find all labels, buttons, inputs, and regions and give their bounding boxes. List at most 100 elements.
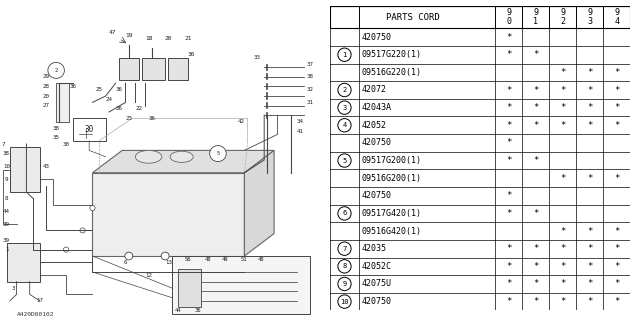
Text: PARTS CORD: PARTS CORD [386, 13, 440, 22]
Text: 29: 29 [43, 74, 50, 79]
Text: 2: 2 [54, 68, 58, 73]
Text: 8: 8 [5, 196, 8, 201]
Circle shape [338, 207, 351, 220]
Text: 42035: 42035 [362, 244, 387, 253]
Text: *: * [533, 121, 538, 130]
Text: 25: 25 [95, 87, 102, 92]
Text: 21: 21 [184, 36, 192, 41]
Text: 17: 17 [36, 298, 43, 303]
Text: 37: 37 [307, 61, 314, 67]
Text: *: * [614, 297, 620, 306]
Text: A420D00102: A420D00102 [17, 312, 54, 317]
Text: 18: 18 [145, 36, 152, 41]
Text: *: * [506, 121, 511, 130]
Text: *: * [506, 262, 511, 271]
Text: 20: 20 [43, 93, 50, 99]
Text: *: * [506, 209, 511, 218]
Circle shape [90, 205, 95, 211]
Text: 42072: 42072 [362, 85, 387, 94]
Text: 49: 49 [221, 257, 228, 262]
Circle shape [210, 146, 226, 162]
Text: *: * [533, 209, 538, 218]
Text: 47: 47 [109, 29, 116, 35]
Text: *: * [506, 33, 511, 42]
Circle shape [63, 247, 68, 252]
Text: 44: 44 [175, 308, 182, 313]
Bar [10, 147, 40, 192]
Text: 42052C: 42052C [362, 262, 392, 271]
Text: 7: 7 [342, 246, 347, 252]
Text: 56: 56 [185, 257, 191, 262]
Text: *: * [587, 85, 593, 94]
Bar [56, 83, 69, 122]
Text: *: * [533, 156, 538, 165]
Text: *: * [560, 121, 566, 130]
Text: 31: 31 [307, 100, 314, 105]
Text: *: * [506, 156, 511, 165]
Text: 09516G200(1): 09516G200(1) [362, 174, 422, 183]
Text: 420750: 420750 [362, 191, 392, 200]
Text: *: * [587, 227, 593, 236]
Text: 2: 2 [342, 87, 347, 93]
Text: 34: 34 [297, 119, 304, 124]
Bar [6, 243, 40, 282]
Text: 51: 51 [241, 257, 248, 262]
Text: 1: 1 [5, 247, 8, 252]
Text: *: * [560, 85, 566, 94]
Text: 27: 27 [43, 103, 50, 108]
Text: *: * [506, 138, 511, 148]
Text: 09516G420(1): 09516G420(1) [362, 227, 422, 236]
Text: 42052: 42052 [362, 121, 387, 130]
Text: *: * [533, 297, 538, 306]
Text: 36: 36 [195, 308, 202, 313]
Ellipse shape [170, 151, 193, 162]
Text: *: * [587, 121, 593, 130]
Text: 9
1: 9 1 [533, 8, 538, 26]
Text: *: * [614, 85, 620, 94]
Polygon shape [244, 150, 274, 256]
Text: *: * [560, 297, 566, 306]
Text: *: * [587, 279, 593, 288]
Bar [172, 256, 310, 314]
Text: *: * [506, 85, 511, 94]
Text: *: * [614, 279, 620, 288]
Text: 23: 23 [125, 116, 132, 121]
Text: 7: 7 [1, 141, 5, 147]
Text: *: * [533, 279, 538, 288]
Text: *: * [533, 262, 538, 271]
Circle shape [338, 83, 351, 97]
Text: *: * [560, 262, 566, 271]
Text: 32: 32 [307, 87, 314, 92]
Bar [168, 58, 188, 80]
Bar [330, 6, 630, 28]
Text: 48: 48 [258, 257, 264, 262]
Circle shape [338, 101, 351, 114]
Text: *: * [533, 50, 538, 59]
Text: 39: 39 [3, 221, 10, 227]
Text: 42043A: 42043A [362, 103, 392, 112]
Polygon shape [92, 150, 274, 173]
Text: *: * [587, 174, 593, 183]
Text: 38: 38 [52, 125, 60, 131]
Text: 24: 24 [106, 97, 113, 102]
Text: *: * [506, 103, 511, 112]
Text: 9: 9 [342, 281, 347, 287]
Text: 1: 1 [342, 52, 347, 58]
Text: 9
4: 9 4 [614, 8, 620, 26]
Text: 3: 3 [12, 285, 15, 291]
Circle shape [338, 119, 351, 132]
Text: 38: 38 [3, 151, 10, 156]
Text: 6: 6 [124, 260, 127, 265]
Text: 26: 26 [115, 106, 122, 111]
Text: *: * [506, 297, 511, 306]
Text: 13: 13 [165, 260, 172, 265]
Text: 42: 42 [237, 119, 244, 124]
Circle shape [338, 242, 351, 255]
Ellipse shape [136, 150, 162, 163]
Text: 39: 39 [3, 237, 10, 243]
Text: *: * [533, 103, 538, 112]
Text: 09517G200(1): 09517G200(1) [362, 156, 422, 165]
Circle shape [161, 252, 169, 260]
Text: *: * [560, 244, 566, 253]
Text: *: * [560, 68, 566, 77]
